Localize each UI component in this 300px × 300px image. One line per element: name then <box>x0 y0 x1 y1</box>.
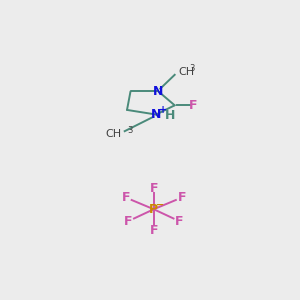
Text: F: F <box>149 182 158 195</box>
Text: +: + <box>159 105 167 116</box>
Text: F: F <box>149 224 158 236</box>
Text: N: N <box>153 85 164 98</box>
Text: F: F <box>177 191 186 204</box>
Text: N: N <box>151 108 161 121</box>
Text: CH: CH <box>105 129 121 139</box>
Text: F: F <box>175 215 184 229</box>
Text: P: P <box>149 203 158 216</box>
Text: F: F <box>122 191 130 204</box>
Text: F: F <box>189 99 197 112</box>
Text: H: H <box>165 109 175 122</box>
Text: F: F <box>124 215 132 229</box>
Text: 3: 3 <box>190 64 195 73</box>
Text: 3: 3 <box>127 126 132 135</box>
Text: −: − <box>155 200 164 210</box>
Text: CH: CH <box>178 67 194 77</box>
